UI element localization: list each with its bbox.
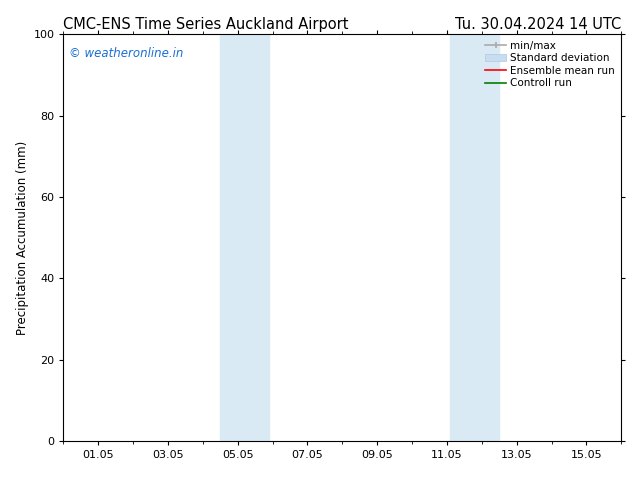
Text: © weatheronline.in: © weatheronline.in [69, 47, 183, 59]
Text: CMC-ENS Time Series Auckland Airport: CMC-ENS Time Series Auckland Airport [63, 17, 349, 32]
Bar [450, 34, 500, 441]
Y-axis label: Precipitation Accumulation (mm): Precipitation Accumulation (mm) [16, 141, 29, 335]
Text: Tu. 30.04.2024 14 UTC: Tu. 30.04.2024 14 UTC [455, 17, 621, 32]
Bar [221, 34, 269, 441]
Legend: min/max, Standard deviation, Ensemble mean run, Controll run: min/max, Standard deviation, Ensemble me… [482, 37, 618, 92]
